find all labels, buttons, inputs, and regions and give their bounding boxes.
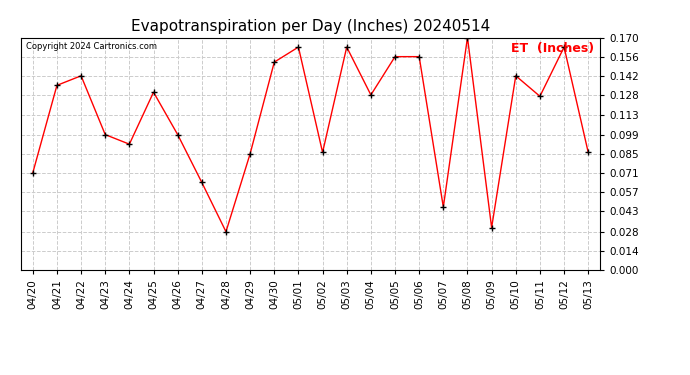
Text: ET  (Inches): ET (Inches) [511,42,595,55]
Title: Evapotranspiration per Day (Inches) 20240514: Evapotranspiration per Day (Inches) 2024… [131,18,490,33]
Text: Copyright 2024 Cartronics.com: Copyright 2024 Cartronics.com [26,42,157,51]
